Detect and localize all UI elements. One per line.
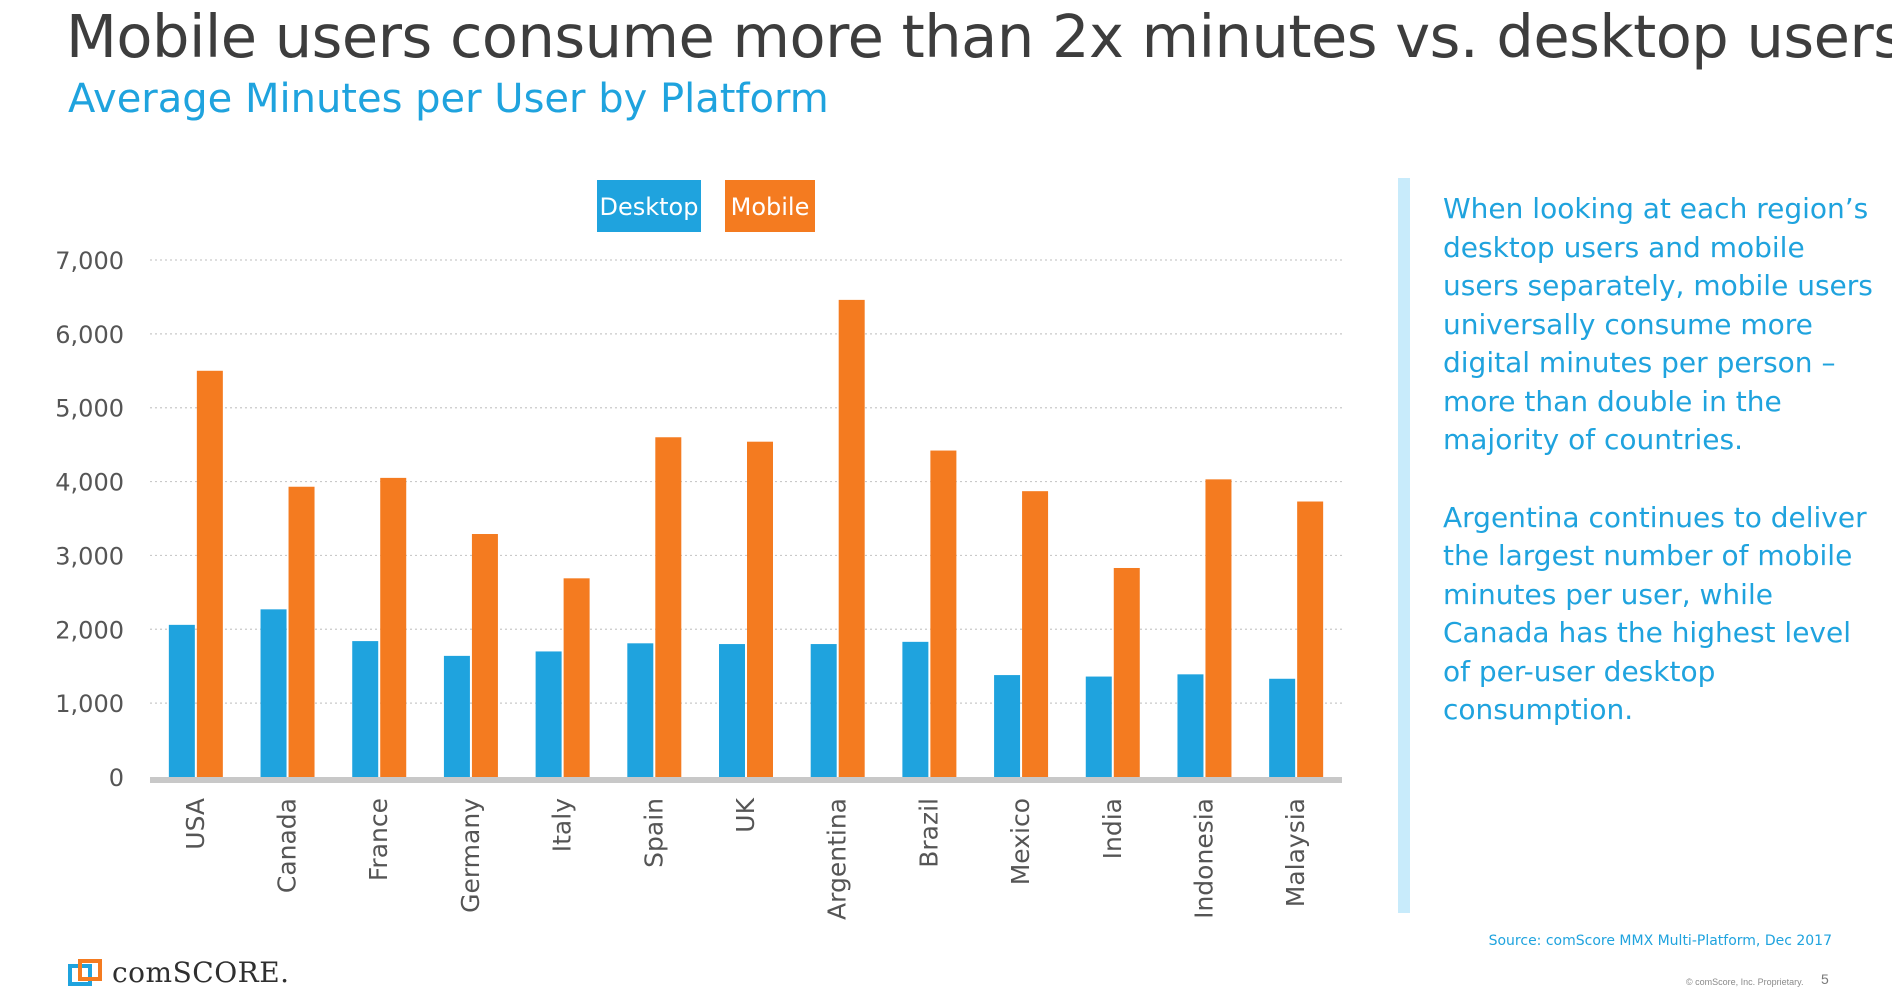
bar-mobile-mexico [1022,491,1049,777]
bar-desktop-italy [535,651,562,777]
y-tick-label: 4,000 [55,469,124,497]
x-tick-label: Argentina [823,798,852,920]
bar-desktop-uk [719,644,745,777]
legend-label-desktop: Desktop [600,193,699,221]
bar-desktop-spain [627,643,654,777]
bar-desktop-canada [260,609,287,777]
chart-legend: Desktop Mobile [597,180,815,232]
legend-label-mobile: Mobile [731,193,810,221]
x-tick-label: Canada [273,798,302,893]
bar-desktop-malaysia [1269,678,1296,777]
bar-chart: 0 1,000 2,000 3,000 4,000 5,000 6,000 7,000 USA… [55,180,1342,920]
x-tick-label: Malaysia [1281,798,1310,907]
x-tick-label: Indonesia [1189,798,1218,919]
bar-desktop-usa [168,624,195,777]
comscore-logo: comSCORE. [68,956,290,989]
legend-swatch-desktop [597,180,701,232]
legend-swatch-mobile [725,180,815,232]
y-tick-label: 6,000 [55,321,124,349]
x-tick-label: Italy [548,798,577,852]
chart-gridlines [150,259,1342,704]
bar-desktop-germany [443,655,470,777]
x-tick-label: India [1098,798,1127,859]
x-tick-label: USA [181,798,210,850]
x-tick-label: France [364,798,393,881]
sidebar-divider [1398,178,1410,913]
bar-mobile-argentina [838,299,865,777]
insight-panel: When looking at each region’s desktop us… [1443,190,1883,769]
y-tick-label: 2,000 [55,616,124,644]
insight-paragraph-1: When looking at each region’s desktop us… [1443,192,1873,456]
x-tick-label: Brazil [914,798,943,868]
insight-paragraph-2: Argentina continues to deliver the large… [1443,500,1867,727]
bar-desktop-indonesia [1177,674,1204,777]
bar-desktop-mexico [994,675,1021,777]
y-tick-label: 3,000 [55,542,124,570]
bar-mobile-india [1113,567,1140,777]
copyright-note: © comScore, Inc. Proprietary. [1686,977,1804,987]
bar-mobile-brazil [930,450,957,777]
slide-title: Mobile users consume more than 2x minute… [66,2,1892,71]
y-tick-label: 0 [109,764,124,792]
x-axis-labels: USA Canada France Germany Italy Spain UK Argent… [181,797,1310,920]
chart-bars [168,299,1324,777]
bar-mobile-canada [288,486,315,777]
x-tick-label: Spain [639,798,668,868]
y-tick-label: 1,000 [55,690,124,718]
bar-mobile-spain [655,437,682,777]
slide-subtitle: Average Minutes per User by Platform [68,76,829,122]
bar-desktop-france [352,641,379,777]
comscore-logo-icon [68,958,102,986]
source-note: Source: comScore MMX Multi-Platform, Dec… [1488,933,1832,949]
bar-desktop-brazil [902,641,929,777]
y-tick-label: 5,000 [55,395,124,423]
bar-desktop-argentina [810,644,837,777]
x-tick-label: UK [731,797,760,832]
x-tick-label: Germany [456,798,485,913]
x-tick-label: Mexico [1006,798,1035,885]
y-tick-label: 7,000 [55,247,124,275]
bar-mobile-usa [196,370,223,777]
bar-desktop-india [1085,676,1112,777]
bar-mobile-indonesia [1205,479,1232,777]
y-axis-ticks: 0 1,000 2,000 3,000 4,000 5,000 6,000 7,000 [55,247,124,792]
bar-mobile-germany [471,534,498,777]
bar-mobile-malaysia [1297,501,1324,777]
page-number: 5 [1821,971,1829,987]
comscore-logo-text: comSCORE. [112,956,290,989]
bar-mobile-italy [563,578,590,777]
bar-mobile-uk [747,441,773,777]
bar-mobile-france [380,477,407,777]
